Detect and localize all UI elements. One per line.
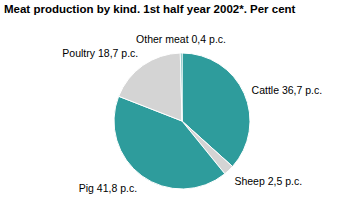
value-label: 36,7 p.c. [282, 84, 322, 96]
category-label: Cattle [252, 84, 280, 96]
category-label: Poultry [62, 47, 95, 59]
value-label: 2,5 p.c. [268, 175, 302, 187]
data-label: Other meat 0,4 p.c. [136, 33, 226, 45]
category-label: Pig [79, 182, 94, 194]
value-label: 41,8 p.c. [97, 182, 137, 194]
data-label: Pig 41,8 p.c. [79, 182, 137, 194]
category-label: Other meat [136, 33, 189, 45]
category-label: Sheep [234, 175, 265, 187]
slice [180, 53, 182, 121]
title: Meat production by kind. 1st half year 2… [4, 3, 296, 15]
data-label: Sheep 2,5 p.c. [234, 175, 302, 187]
data-label: Poultry 18,7 p.c. [62, 47, 138, 59]
value-label: 18,7 p.c. [98, 47, 138, 59]
value-label: 0,4 p.c. [192, 33, 226, 45]
data-label: Cattle 36,7 p.c. [252, 84, 323, 96]
labels: Cattle 36,7 p.c. Sheep 2,5 p.c. Pig 41,8 p… [62, 33, 322, 194]
pie [114, 53, 250, 189]
chart: Meat production by kind. 1st half year 2… [0, 0, 363, 218]
slice [119, 53, 182, 121]
